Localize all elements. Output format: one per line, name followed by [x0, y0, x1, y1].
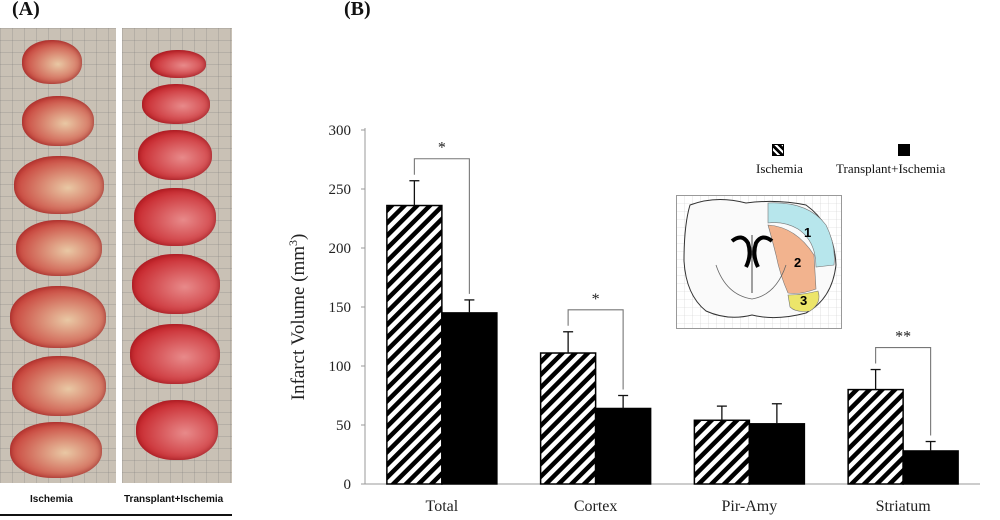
panel-b-label: (B) — [344, 0, 371, 20]
y-tick-label: 200 — [329, 241, 352, 257]
brain-atlas-inset: 1 2 3 — [676, 195, 842, 329]
ischemia-slice — [22, 40, 82, 84]
y-tick-label: 150 — [329, 300, 352, 316]
significance-marker: * — [592, 291, 600, 308]
transplant-slice — [130, 324, 220, 384]
ischemia-caption: Ischemia — [30, 494, 73, 505]
infarct-volume-chart: 0 50 100 150 200 250 300 Infarct Volume (mm3) To… — [286, 123, 980, 515]
significance-bracket — [875, 346, 932, 436]
significance-bracket — [413, 158, 470, 294]
bar-ischemia — [386, 204, 443, 485]
bar-transplant — [594, 407, 652, 485]
legend-swatch-ischemia — [772, 144, 784, 156]
x-tick-label: Cortex — [574, 498, 618, 515]
ischemia-slice — [14, 156, 104, 214]
panel-a-baseline — [0, 514, 232, 516]
y-tick-label: 100 — [329, 359, 352, 375]
significance-marker: ** — [895, 329, 911, 346]
ischemia-slice — [10, 422, 102, 478]
y-tick-label: 50 — [336, 418, 351, 434]
bar-ischemia — [693, 419, 751, 485]
transplant-slice — [136, 400, 218, 460]
inset-region-label-2: 2 — [794, 255, 801, 270]
transplant-slice — [150, 50, 206, 78]
transplant-slices-photo — [122, 28, 232, 483]
transplant-caption: Transplant+Ischemia — [124, 494, 224, 505]
transplant-slice — [142, 84, 210, 124]
chart-legend: Ischemia Transplant+Ischemia — [750, 143, 990, 183]
y-tick-label: 250 — [329, 182, 352, 198]
bar-transplant — [748, 423, 806, 485]
x-tick-label: Pir-Amy — [722, 498, 778, 515]
transplant-slice — [132, 254, 220, 314]
x-tick-label: Total — [426, 498, 459, 515]
ischemia-slice — [16, 220, 102, 276]
legend-label-transplant: Transplant+Ischemia — [836, 161, 946, 176]
y-tick-label: 300 — [329, 123, 352, 139]
ischemia-slice — [12, 356, 106, 416]
panel-a-label: (A) — [12, 0, 40, 20]
x-tick-label: Striatum — [876, 498, 932, 515]
transplant-slice — [134, 188, 216, 246]
y-axis-title: Infarct Volume (mm3) — [286, 234, 309, 401]
significance-marker: * — [438, 140, 446, 157]
legend-swatch-transplant — [898, 144, 910, 156]
y-tick-label: 0 — [344, 477, 352, 493]
inset-region-label-3: 3 — [800, 293, 807, 308]
ischemia-slice — [10, 286, 106, 348]
bar-ischemia — [847, 388, 904, 485]
bar-transplant — [902, 450, 959, 485]
ischemia-slices-photo — [0, 28, 116, 483]
inset-region-label-1: 1 — [804, 225, 811, 240]
legend-label-ischemia: Ischemia — [756, 161, 803, 176]
bar-transplant — [441, 312, 498, 485]
ischemia-slice — [22, 96, 94, 146]
bar-ischemia — [539, 352, 597, 485]
transplant-slice — [138, 130, 212, 180]
significance-bracket — [567, 309, 624, 390]
